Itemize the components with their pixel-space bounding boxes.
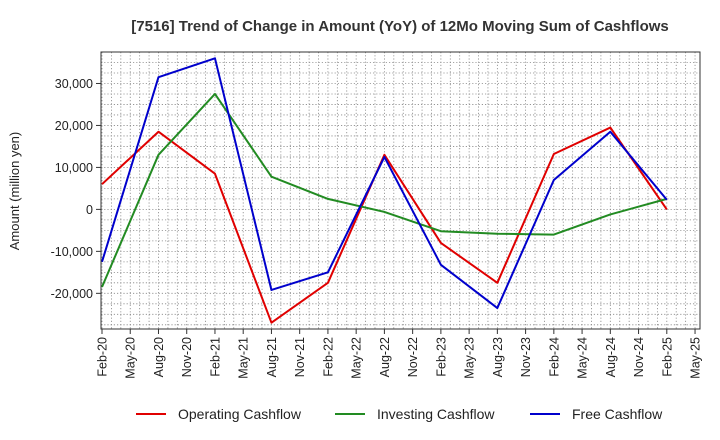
plot-frame: [100, 51, 701, 330]
y-tick-label: -20,000: [51, 287, 93, 301]
x-tick-label: Feb-21: [208, 337, 222, 377]
x-tick-label: Nov-23: [519, 337, 533, 377]
x-tick-label: May-21: [237, 337, 251, 379]
y-axis: -20,000 -10,000 0 10,000 20,000 30,000: [51, 77, 101, 301]
legend-label-operating-cashflow: Operating Cashflow: [178, 406, 302, 422]
y-tick-label: 20,000: [55, 119, 93, 133]
y-tick-label: 10,000: [55, 161, 93, 175]
x-tick-label: May-20: [124, 337, 138, 379]
y-tick-label: -10,000: [51, 245, 93, 259]
grid: [101, 51, 700, 329]
x-tick-label: Aug-24: [604, 337, 618, 377]
y-axis-label: Amount (million yen): [7, 132, 22, 251]
x-tick-label: May-25: [689, 337, 703, 379]
series-lines: [101, 57, 668, 324]
x-tick-label: Nov-22: [406, 337, 420, 377]
x-tick-label: Nov-21: [293, 337, 307, 377]
x-axis: Feb-20 May-20 Aug-20 Nov-20 Feb-21 May-21 Aug-…: [96, 329, 703, 379]
series-line-investing-cashflow: [101, 92, 668, 288]
x-tick-label: Feb-20: [96, 337, 110, 377]
x-tick-label: May-23: [463, 337, 477, 379]
x-tick-label: Feb-23: [434, 337, 448, 377]
x-tick-label: May-24: [576, 337, 590, 379]
y-tick-label: 30,000: [55, 77, 93, 91]
x-tick-label: Aug-21: [265, 337, 279, 377]
x-tick-label: Nov-24: [632, 337, 646, 377]
chart-title: [7516] Trend of Change in Amount (YoY) o…: [131, 18, 669, 35]
y-tick-label: 0: [86, 203, 93, 217]
x-tick-label: Aug-22: [378, 337, 392, 377]
x-tick-label: Aug-20: [152, 337, 166, 377]
x-tick-label: May-22: [350, 337, 364, 379]
series-line-operating-cashflow: [101, 126, 668, 324]
series-line-free-cashflow: [101, 57, 668, 310]
legend-label-investing-cashflow: Investing Cashflow: [377, 406, 495, 422]
legend: Operating Cashflow Investing Cashflow Free…: [136, 406, 663, 422]
x-tick-label: Aug-23: [491, 337, 505, 377]
legend-label-free-cashflow: Free Cashflow: [572, 406, 663, 422]
x-tick-label: Feb-25: [660, 337, 674, 377]
x-tick-label: Feb-22: [321, 337, 335, 377]
x-tick-label: Feb-24: [547, 337, 561, 377]
x-tick-label: Nov-20: [180, 337, 194, 377]
